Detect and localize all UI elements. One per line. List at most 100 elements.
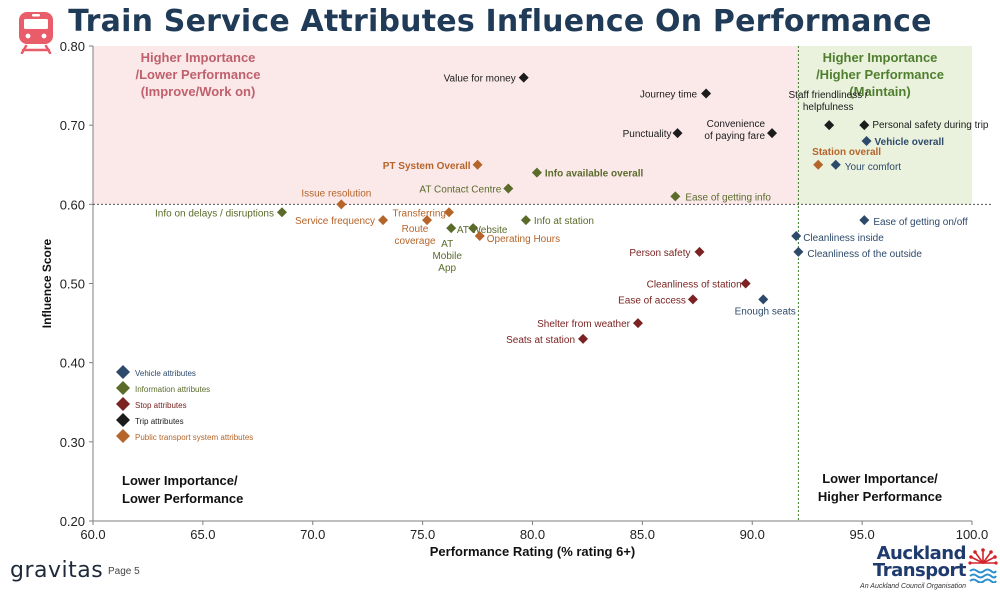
logo-subtitle: An Auckland Council Organisation <box>860 583 966 590</box>
data-label: Your comfort <box>845 162 902 173</box>
data-label: Value for money <box>444 74 516 85</box>
data-point <box>378 215 389 226</box>
legend-label: Vehicle attributes <box>135 369 196 378</box>
legend-label: Information attributes <box>135 385 210 394</box>
data-label: AT Contact Centre <box>419 185 501 196</box>
x-tick-label: 65.0 <box>190 527 215 542</box>
x-tick-label: 80.0 <box>520 527 545 542</box>
legend-swatch <box>116 365 130 379</box>
y-tick-label: 0.40 <box>60 356 85 371</box>
data-label: Punctuality <box>623 129 672 140</box>
y-tick-label: 0.60 <box>60 197 85 212</box>
data-point <box>694 246 705 257</box>
data-label: Service frequency <box>295 216 375 227</box>
data-label: Route coverage <box>394 224 436 247</box>
data-label: Convenience of paying fare <box>704 119 765 142</box>
data-label: Seats at station <box>506 335 575 346</box>
legend-swatch <box>116 429 130 443</box>
data-point <box>468 223 479 234</box>
data-point <box>701 88 712 99</box>
legend-swatch <box>116 381 130 395</box>
data-label: Cleanliness of the outside <box>807 249 922 260</box>
data-point <box>531 167 542 178</box>
data-point <box>824 120 835 131</box>
data-label: Operating Hours <box>487 234 560 245</box>
x-axis-title: Performance Rating (% rating 6+) <box>430 544 636 559</box>
x-tick-label: 100.0 <box>956 527 989 542</box>
data-point <box>422 215 433 226</box>
data-point <box>276 207 287 218</box>
data-label: Issue resolution <box>301 188 371 199</box>
legend-label: Public transport system attributes <box>135 433 253 442</box>
data-label: Ease of access <box>618 295 686 306</box>
data-point <box>670 191 681 202</box>
data-point <box>813 159 824 170</box>
data-point <box>518 72 529 83</box>
legend-swatch <box>116 413 130 427</box>
quadrant-label-bottom-right: Lower Importance/Higher Performance <box>818 471 942 504</box>
legend-label: Stop attributes <box>135 401 187 410</box>
data-point <box>687 294 698 305</box>
data-label: Cleanliness inside <box>803 233 884 244</box>
y-tick-label: 0.20 <box>60 514 85 529</box>
y-tick-label: 0.80 <box>60 39 85 54</box>
brand-logo: gravitas <box>10 558 104 583</box>
data-point <box>791 231 802 241</box>
data-label: Info at station <box>534 216 594 227</box>
page-title: Train Service Attributes Influence On Pe… <box>68 4 932 39</box>
train-icon <box>19 12 53 54</box>
data-label: Cleanliness of station <box>647 280 742 291</box>
logo-line1: Auckland <box>876 543 967 564</box>
data-point <box>793 246 804 257</box>
data-label: Journey time <box>640 90 698 101</box>
page-number: Page 5 <box>108 566 140 577</box>
data-point <box>672 128 683 139</box>
data-label: Staff friendliness / helpfulness <box>789 90 869 113</box>
y-tick-label: 0.70 <box>60 118 85 133</box>
data-point <box>474 231 485 241</box>
data-point <box>503 183 514 194</box>
data-point <box>443 207 454 218</box>
logo-line2: Transport <box>872 560 967 581</box>
data-label: AT Mobile App <box>432 239 462 274</box>
y-tick-label: 0.30 <box>60 435 85 450</box>
data-label: Enough seats <box>735 306 796 317</box>
quadrant-label-top-right: Higher Importance/Higher Performance (Mai… <box>816 50 944 99</box>
data-label: Person safety <box>629 248 690 259</box>
x-tick-label: 85.0 <box>630 527 655 542</box>
data-point <box>520 215 531 226</box>
data-label: Ease of getting info <box>685 192 771 203</box>
data-label: Transferring <box>392 208 446 219</box>
data-point <box>859 120 870 131</box>
data-point <box>336 199 347 210</box>
x-tick-label: 95.0 <box>849 527 874 542</box>
quadrant-top-left-fill <box>93 46 799 205</box>
x-tick-label: 75.0 <box>410 527 435 542</box>
data-point <box>740 278 751 289</box>
data-label: AT Website <box>457 225 508 236</box>
legend-swatch <box>116 397 130 411</box>
x-tick-label: 90.0 <box>740 527 765 542</box>
data-point <box>472 159 483 170</box>
y-axis-title: Influence Score <box>40 239 54 329</box>
quadrant-label-bottom-left: Lower Importance/Lower Performance <box>122 473 243 506</box>
data-point <box>446 223 457 234</box>
data-point <box>861 136 872 146</box>
data-label: Info on delays / disruptions <box>155 208 274 219</box>
data-label: Personal safety during trip <box>872 120 989 131</box>
data-point <box>767 128 778 139</box>
x-tick-label: 60.0 <box>80 527 105 542</box>
pohutukawa-flower-icon <box>968 548 998 583</box>
data-label: Station overall <box>812 147 881 158</box>
data-point <box>632 318 643 329</box>
legend-label: Trip attributes <box>135 417 184 426</box>
data-point <box>830 159 841 170</box>
data-label: Shelter from weather <box>537 319 630 330</box>
data-label: PT System Overall <box>383 161 471 172</box>
data-point <box>578 333 589 344</box>
data-label: Info available overall <box>545 169 644 180</box>
quadrant-label-top-left: Higher Importance/Lower Performance (Impr… <box>136 50 261 99</box>
data-label: Vehicle overall <box>875 137 945 148</box>
data-point <box>758 294 769 305</box>
